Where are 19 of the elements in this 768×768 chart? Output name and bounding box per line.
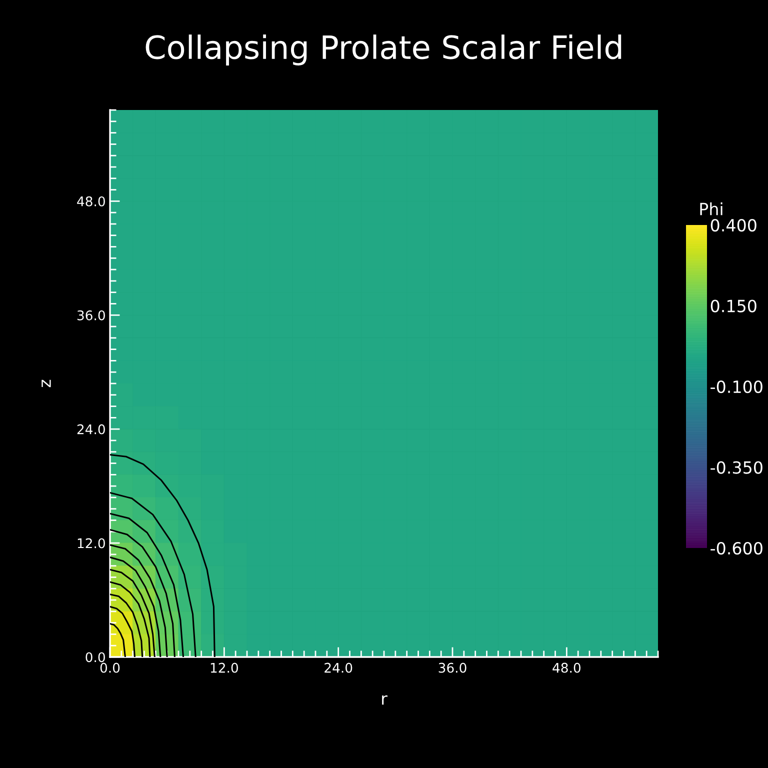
y-tick-label: 0.0 <box>86 652 105 662</box>
y-axis-title: z <box>42 380 51 388</box>
x-axis-title: r <box>382 695 388 705</box>
color-bar-label: -0.600 <box>710 542 762 555</box>
color-bar-label: -0.350 <box>710 461 762 474</box>
y-tick-label: 36.0 <box>77 310 105 320</box>
chart-title: Collapsing Prolate Scalar Field <box>146 34 622 66</box>
color-bar-title: Phi <box>700 202 722 216</box>
x-tick-label: 36.0 <box>438 662 466 673</box>
y-tick-label: 12.0 <box>78 538 105 548</box>
x-tick-label: 0.0 <box>100 662 120 673</box>
color-bar-label: 0.150 <box>710 300 756 312</box>
color-bar-label: 0.400 <box>710 218 756 232</box>
y-tick-label: 48.0 <box>77 196 105 206</box>
y-tick-label: 24.0 <box>77 424 105 434</box>
color-bar-label: -0.100 <box>710 380 762 394</box>
x-tick-label: 12.0 <box>210 662 238 673</box>
x-tick-label: 48.0 <box>552 662 580 673</box>
x-tick-label: 24.0 <box>324 662 352 673</box>
